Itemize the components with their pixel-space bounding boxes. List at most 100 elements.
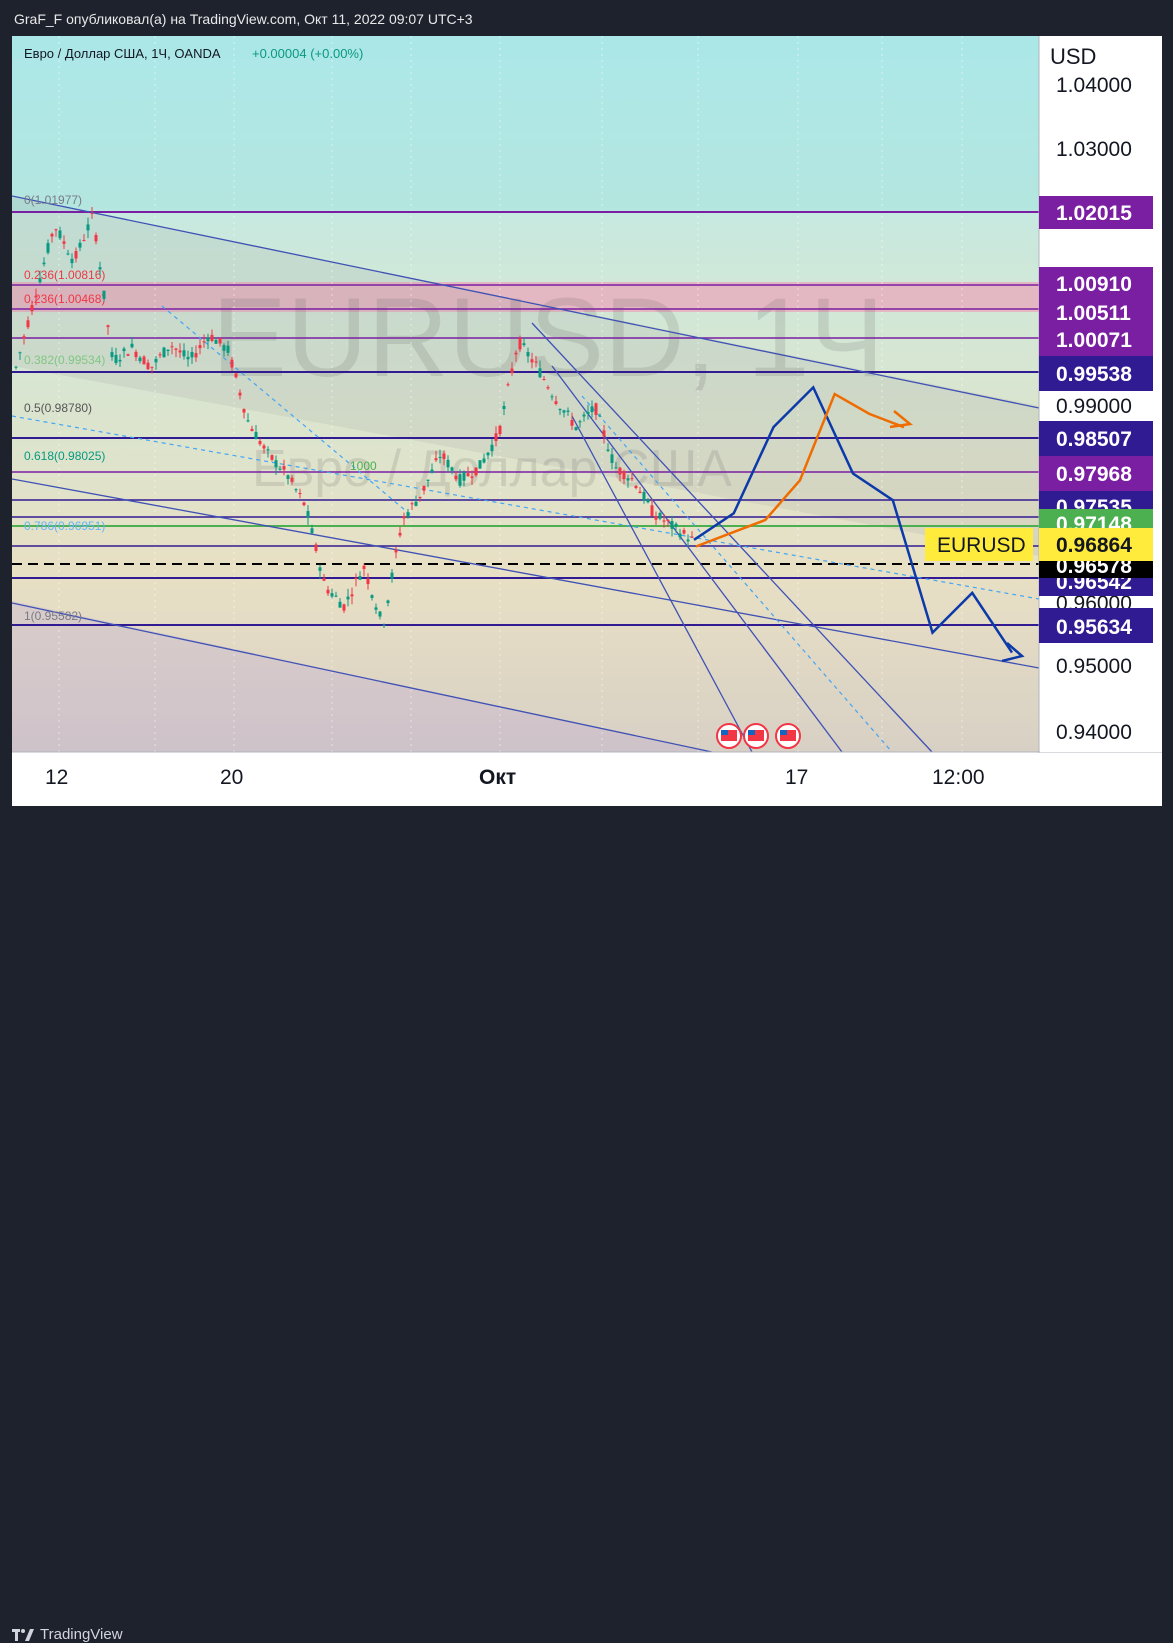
candle-body bbox=[146, 362, 150, 370]
candle-body bbox=[206, 337, 210, 342]
candle-body bbox=[462, 472, 466, 481]
projection-blue-path bbox=[693, 385, 1014, 654]
candle-body bbox=[522, 343, 526, 346]
candle-body bbox=[70, 258, 74, 264]
current-price-badge bbox=[1039, 528, 1153, 561]
price-badge-text: 0.97968 bbox=[1056, 463, 1132, 486]
symbol-legend[interactable]: Евро / Доллар США, 1Ч, OANDA bbox=[24, 46, 221, 61]
candle-body bbox=[466, 473, 470, 477]
candle-body bbox=[374, 607, 378, 610]
candle-body bbox=[278, 468, 282, 470]
candle-body bbox=[538, 368, 542, 378]
candle-body bbox=[274, 460, 278, 468]
candle-body bbox=[346, 596, 350, 600]
candle-body bbox=[546, 387, 550, 389]
publish-info-text: GraF_F опубликовал(а) на TradingView.com… bbox=[14, 11, 473, 27]
candle-body bbox=[178, 350, 182, 353]
candle-body bbox=[530, 359, 534, 363]
candle-body bbox=[34, 295, 38, 298]
candle-body bbox=[478, 460, 482, 469]
candle-body bbox=[454, 475, 458, 480]
candle-body bbox=[74, 251, 78, 259]
candle-body bbox=[510, 368, 514, 374]
candle-body bbox=[606, 449, 610, 451]
price-badge-text: 0.98507 bbox=[1056, 428, 1132, 451]
candle-body bbox=[386, 600, 390, 604]
candle-body bbox=[574, 427, 578, 430]
chart-svg[interactable]: EURUSD, 1Ч Евро / Доллар США bbox=[11, 36, 1162, 806]
candle-body bbox=[358, 576, 362, 580]
candle-body bbox=[438, 456, 442, 458]
candle-body bbox=[42, 262, 46, 265]
candle-body bbox=[542, 379, 546, 381]
candle-body bbox=[134, 351, 138, 358]
candle-body bbox=[50, 233, 54, 237]
candle-body bbox=[306, 511, 310, 518]
fib-label-1000: 1000 bbox=[350, 459, 377, 473]
candle-body bbox=[54, 229, 58, 231]
candle-body bbox=[270, 455, 274, 460]
candle-body bbox=[326, 589, 330, 594]
us-flag-icon[interactable] bbox=[716, 723, 742, 749]
price-badge-text: 0.99538 bbox=[1056, 363, 1132, 386]
candle-body bbox=[106, 325, 110, 328]
candle-body bbox=[642, 491, 646, 501]
candle-body bbox=[166, 349, 170, 352]
candle-body bbox=[214, 339, 218, 344]
candle-body bbox=[690, 536, 694, 538]
candle-body bbox=[286, 475, 290, 479]
candle-body bbox=[578, 421, 582, 423]
tradingview-logo[interactable]: TradingView bbox=[12, 1626, 123, 1643]
candle-body bbox=[234, 373, 238, 378]
chart-frame[interactable]: EURUSD, 1Ч Евро / Доллар США bbox=[11, 36, 1162, 806]
candle-body bbox=[406, 512, 410, 517]
price-badges: 1.02015 1.00910 1.00511 1.00071 0.99538 … bbox=[925, 196, 1153, 643]
symbol-badge bbox=[925, 528, 1033, 561]
candle-body bbox=[398, 532, 402, 536]
candle-body bbox=[66, 253, 70, 255]
candle-body bbox=[94, 235, 98, 242]
candle-body bbox=[534, 361, 538, 363]
candle-body bbox=[482, 458, 486, 463]
candle-body bbox=[650, 505, 654, 516]
candle-body bbox=[442, 453, 446, 459]
candle-body bbox=[634, 485, 638, 489]
candle-body bbox=[518, 338, 522, 350]
candle-body bbox=[354, 577, 358, 580]
price-tick: 1.03000 bbox=[1056, 138, 1132, 161]
candle-body bbox=[430, 469, 434, 473]
price-badge bbox=[1039, 608, 1153, 643]
candle-body bbox=[526, 352, 530, 357]
fib-label-618: 0.618(0.98025) bbox=[24, 449, 105, 463]
price-badge bbox=[1039, 267, 1153, 300]
candle-body bbox=[18, 352, 22, 354]
time-axis[interactable] bbox=[12, 753, 1162, 806]
current-price-text: 0.96864 bbox=[1056, 534, 1132, 557]
time-tick: 12:00 bbox=[932, 766, 985, 789]
price-badge-text: 1.02015 bbox=[1056, 202, 1132, 225]
candle-body bbox=[366, 578, 370, 585]
price-badge bbox=[1039, 356, 1153, 391]
candle-body bbox=[498, 425, 502, 435]
candle-body bbox=[426, 479, 430, 481]
candle-body bbox=[658, 512, 662, 519]
upper-zone bbox=[12, 36, 1039, 211]
candle-body bbox=[126, 354, 130, 356]
candle-body bbox=[666, 519, 670, 522]
candle-body bbox=[294, 489, 298, 491]
candle-body bbox=[646, 499, 650, 503]
price-badge-text: 0.95634 bbox=[1056, 616, 1132, 639]
us-flag-icon[interactable] bbox=[775, 723, 801, 749]
candle-body bbox=[550, 396, 554, 398]
candle-body bbox=[242, 408, 246, 413]
candle-body bbox=[186, 356, 190, 360]
candle-body bbox=[330, 593, 334, 597]
candle-body bbox=[594, 403, 598, 415]
price-badge-text: 1.00071 bbox=[1056, 329, 1132, 352]
economic-events[interactable] bbox=[716, 723, 801, 749]
candle-body bbox=[142, 356, 146, 365]
candles bbox=[14, 206, 694, 628]
us-flag-icon[interactable] bbox=[743, 723, 769, 749]
candle-body bbox=[258, 441, 262, 445]
candle-body bbox=[78, 242, 82, 248]
